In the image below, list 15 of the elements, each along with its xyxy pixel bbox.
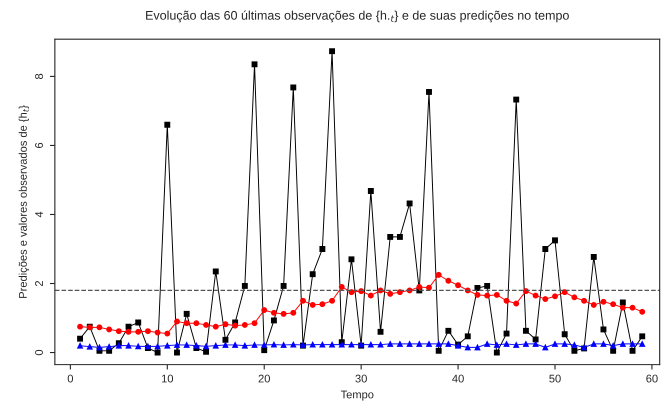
y-axis-title: Predições e valores observados de {h$_{t}$} <box>18 105 30 298</box>
x-axis-title: Tempo <box>340 390 374 401</box>
y-tick-label: 4 <box>35 212 43 218</box>
y-tick-label: 6 <box>35 142 43 148</box>
x-tick-label: 10 <box>162 374 174 383</box>
x-tick-label: 40 <box>452 374 464 383</box>
y-tick-label: 8 <box>35 74 43 80</box>
y-tick-label: 2 <box>35 280 43 286</box>
x-tick-label: 30 <box>355 374 367 383</box>
chart-title: Evolução das 60 últimas observações de {h.$_{t}$} e de suas predições no tempo <box>146 10 569 22</box>
y-tick-label: 0 <box>35 350 43 356</box>
x-tick-label: 0 <box>68 374 74 383</box>
x-tick-label: 60 <box>646 374 658 383</box>
x-tick-label: 20 <box>258 374 270 383</box>
x-tick-label: 50 <box>549 374 561 383</box>
